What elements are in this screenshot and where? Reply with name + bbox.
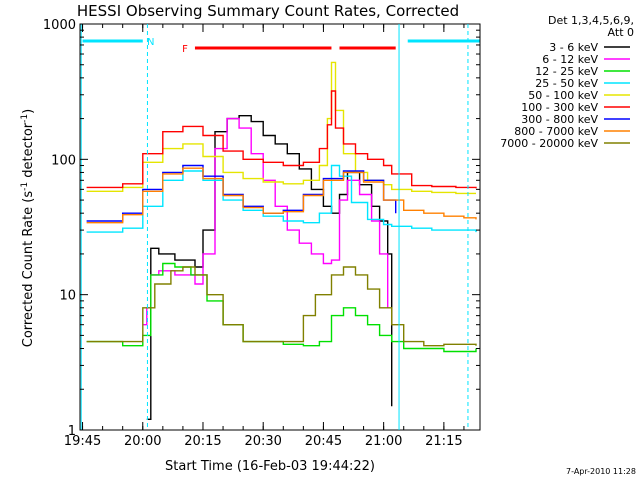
legend-header-attenuator: Att 0 — [608, 26, 634, 39]
series-line-2 — [86, 262, 477, 353]
x-tick-label: 20:15 — [184, 434, 221, 449]
series-line-1 — [142, 117, 389, 326]
legend-label-0: 3 - 6 keV — [549, 41, 598, 54]
legend-label-4: 50 - 100 keV — [528, 89, 598, 102]
series-line-0 — [146, 115, 393, 420]
y-tick-label: 10 — [59, 289, 76, 304]
legend-label-1: 6 - 12 keV — [542, 53, 598, 66]
flag-label-N: N — [147, 37, 154, 48]
flag-label-F: F — [182, 44, 188, 55]
legend-label-5: 100 - 300 keV — [521, 101, 598, 114]
legend-label-6: 300 - 800 keV — [521, 113, 598, 126]
y-tick-label: 1 — [68, 424, 76, 439]
series-line-3 — [86, 164, 477, 233]
x-tick-label: 21:00 — [365, 434, 402, 449]
series-line-8 — [86, 266, 477, 347]
x-tick-label: 19:45 — [64, 434, 101, 449]
x-tick-label: 20:00 — [124, 434, 161, 449]
x-tick-label: 20:45 — [305, 434, 342, 449]
series-lines — [86, 61, 477, 420]
legend-label-2: 12 - 25 keV — [535, 65, 598, 78]
y-axis: 1 10 100 1000 — [43, 18, 480, 439]
x-tick-label: 21:15 — [425, 434, 462, 449]
x-tick-label: 20:30 — [244, 434, 281, 449]
observing-flags: NF — [82, 37, 480, 55]
legend-label-3: 25 - 50 keV — [535, 77, 598, 90]
series-line-4 — [86, 61, 476, 195]
legend-label-7: 800 - 7000 keV — [514, 125, 598, 138]
y-tick-label: 1000 — [43, 18, 76, 33]
plot-border — [79, 23, 481, 431]
x-axis-label: Start Time (16-Feb-03 19:44:22) — [165, 459, 375, 474]
series-line-5 — [86, 90, 477, 189]
y-tick-label: 100 — [51, 153, 76, 168]
plot-frame — [79, 23, 481, 431]
legend-label-8: 7000 - 20000 keV — [500, 137, 598, 150]
footer-timestamp: 7-Apr-2010 11:28 — [566, 467, 636, 476]
series-line-7 — [86, 167, 477, 224]
chart-title: HESSI Observing Summary Count Rates, Cor… — [77, 2, 459, 20]
x-axis: 19:45 20:00 20:15 20:30 20:45 21:00 21:15 — [64, 24, 465, 449]
y-axis-label: Corrected Count Rate (s-1 detector-1) — [20, 109, 36, 347]
series-line-6 — [86, 164, 397, 222]
legend-header: Det 1,3,4,5,6,9, — [548, 14, 634, 27]
